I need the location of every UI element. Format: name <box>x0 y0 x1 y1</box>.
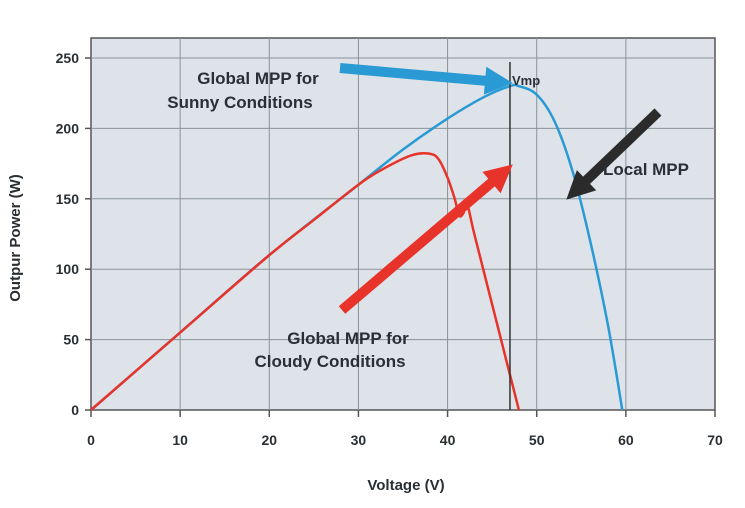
y-tick-label: 250 <box>56 50 80 66</box>
sunny-label-1: Global MPP for <box>197 69 319 88</box>
y-axis-label: Outpur Power (W) <box>7 174 24 302</box>
x-tick-label: 60 <box>618 432 634 448</box>
cloudy-label-2: Cloudy Conditions <box>254 352 405 371</box>
series-group <box>90 83 624 411</box>
y-tick-label: 200 <box>56 120 80 136</box>
x-tick-label: 20 <box>261 432 277 448</box>
y-tick-label: 0 <box>71 402 79 418</box>
arrows <box>338 63 662 314</box>
x-tick-label: 30 <box>351 432 367 448</box>
y-tick-label: 100 <box>56 261 80 277</box>
ticks: 0 10 20 30 40 50 60 70 0 50 100 150 200 250 <box>56 50 723 448</box>
y-tick-label: 150 <box>56 191 80 207</box>
local-mpp-arrow <box>566 108 662 200</box>
y-tick-label: 50 <box>63 332 79 348</box>
vmp-label: Vmp <box>512 73 540 88</box>
cloudy-curve <box>90 152 521 411</box>
cloudy-label-1: Global MPP for <box>287 329 409 348</box>
cloudy-arrow <box>338 164 513 314</box>
x-tick-label: 40 <box>440 432 456 448</box>
x-tick-label: 0 <box>87 432 95 448</box>
x-tick-label: 70 <box>707 432 723 448</box>
local-label: Local MPP <box>603 160 689 179</box>
sunny-arrow <box>339 63 513 95</box>
x-tick-label: 50 <box>529 432 545 448</box>
x-tick-label: 10 <box>172 432 188 448</box>
sunny-label-2: Sunny Conditions <box>167 93 312 112</box>
x-axis-label: Voltage (V) <box>367 477 444 494</box>
